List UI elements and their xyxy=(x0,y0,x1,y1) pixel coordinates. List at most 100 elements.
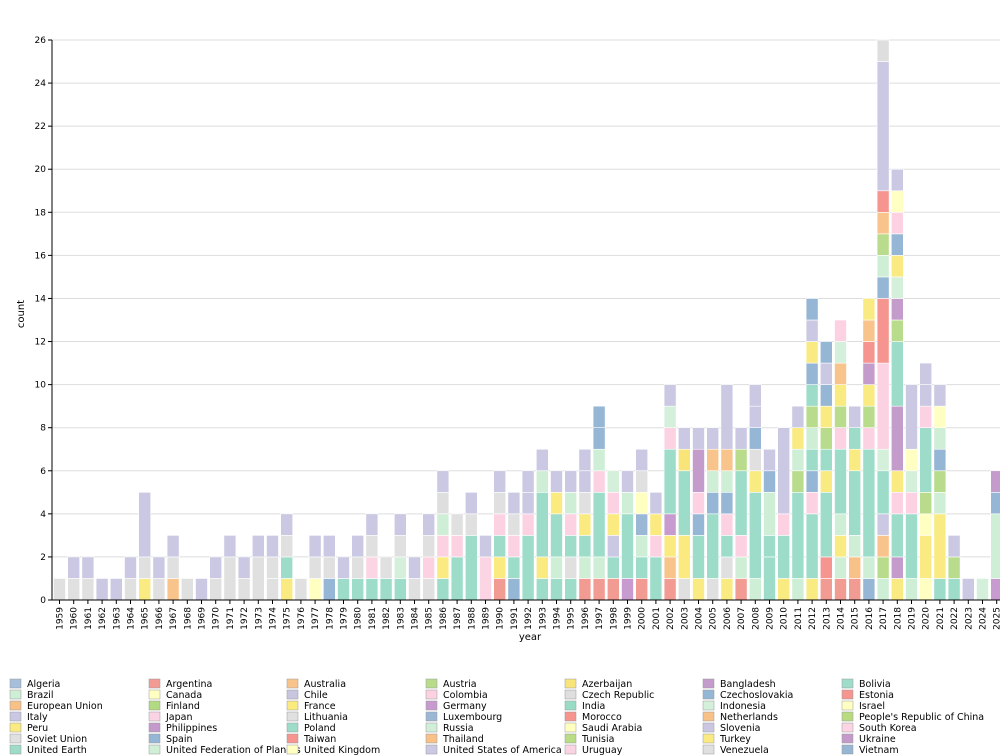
bar-segment xyxy=(692,427,705,450)
x-tick-label: 1999 xyxy=(624,607,634,630)
bar-segment xyxy=(110,578,123,601)
bar-segment xyxy=(436,578,450,601)
bar-segment xyxy=(379,556,393,579)
bar-segment xyxy=(124,578,137,601)
bar-segment xyxy=(550,578,563,601)
bar-segment xyxy=(606,578,620,601)
x-tick-label: 2004 xyxy=(695,607,705,630)
bar-segment xyxy=(422,556,436,579)
legend-swatch xyxy=(286,744,299,755)
bar-segment xyxy=(592,427,606,450)
bar-segment xyxy=(834,362,847,385)
bar-segment xyxy=(876,212,890,235)
legend-item: Philippines xyxy=(148,722,217,734)
bar-segment xyxy=(280,578,294,601)
x-tick-label: 2025 xyxy=(993,607,1000,630)
legend-label: Indonesia xyxy=(720,701,766,712)
legend-swatch xyxy=(702,700,715,711)
bar-segment xyxy=(337,578,350,601)
bar-segment xyxy=(692,535,705,579)
bar-segment xyxy=(805,427,819,450)
legend-label: Lithuania xyxy=(304,712,348,723)
legend-swatch xyxy=(286,689,299,700)
bar-segment xyxy=(819,427,833,450)
x-tick-label: 1993 xyxy=(538,607,548,630)
bar-segment xyxy=(791,470,805,493)
bar-segment xyxy=(919,384,933,407)
legend-swatch xyxy=(286,700,299,711)
bar-segment xyxy=(890,405,904,472)
bar-segment xyxy=(890,492,904,515)
bar-segment xyxy=(266,556,279,579)
x-tick-label: 2017 xyxy=(879,607,889,630)
bar-segment xyxy=(834,448,847,515)
bar-segment xyxy=(848,578,862,601)
legend-swatch xyxy=(841,733,854,744)
bar-segment xyxy=(677,427,691,450)
bar-segment xyxy=(990,492,1000,515)
x-tick-label: 1982 xyxy=(382,607,392,630)
bar-segment xyxy=(592,556,606,579)
bar-segment xyxy=(351,578,365,601)
bar-segment xyxy=(763,492,776,536)
bar-segment xyxy=(890,556,904,579)
bar-segment xyxy=(663,405,677,428)
bar-segment xyxy=(393,535,407,558)
bar-segment xyxy=(493,513,507,536)
bar-segment xyxy=(606,470,620,493)
bar-segment xyxy=(649,492,663,515)
legend-label: Colombia xyxy=(443,690,488,701)
bar-segment xyxy=(635,578,649,601)
bar-segment xyxy=(919,578,933,601)
bar-segment xyxy=(351,556,365,579)
bar-segment xyxy=(777,578,791,601)
legend-item: Morocco xyxy=(564,711,622,723)
bar-segment xyxy=(493,470,507,493)
bar-segment xyxy=(479,556,492,601)
x-tick-label: 2015 xyxy=(851,607,861,630)
bar-segment xyxy=(748,578,762,601)
bar-segment xyxy=(777,513,791,536)
bar-segment xyxy=(905,448,918,472)
bar-segment xyxy=(805,384,819,407)
bar-segment xyxy=(876,513,890,536)
bar-segment xyxy=(81,556,95,579)
bar-segment xyxy=(266,578,279,601)
legend-item: Italy xyxy=(9,711,48,723)
bar-segment xyxy=(720,535,734,558)
bar-segment xyxy=(819,578,833,601)
bar-segment xyxy=(706,578,720,601)
bar-segment xyxy=(819,405,833,428)
legend-label: United Federation of Planets xyxy=(166,745,301,755)
x-tick-label: 1972 xyxy=(240,607,250,630)
bar-segment xyxy=(876,233,890,256)
legend-swatch xyxy=(9,700,22,711)
legend-item: France xyxy=(286,700,336,712)
x-tick-label: 2001 xyxy=(652,607,662,630)
bar-segment xyxy=(635,448,649,472)
legend-label: Israel xyxy=(859,701,885,712)
legend-item: Ukraine xyxy=(841,733,896,745)
bar-segment xyxy=(734,470,748,536)
legend-label: Italy xyxy=(27,712,48,723)
bar-segment xyxy=(436,470,450,493)
bar-segment xyxy=(876,578,890,601)
bar-segment xyxy=(862,362,876,385)
legend-swatch xyxy=(425,711,438,722)
legend-swatch xyxy=(148,700,161,711)
bar-segment xyxy=(706,470,720,493)
bar-segment xyxy=(805,341,819,364)
legend-item: Saudi Arabia xyxy=(564,722,642,734)
bar-segment xyxy=(550,513,563,558)
legend-label: United States of America xyxy=(443,745,562,755)
x-tick-label: 1984 xyxy=(411,607,421,630)
legend-item: Poland xyxy=(286,722,336,734)
x-tick-label: 1980 xyxy=(354,607,364,630)
bar-segment xyxy=(592,492,606,558)
bar-segment xyxy=(578,448,592,472)
x-tick-label: 2019 xyxy=(908,607,918,630)
bar-segment xyxy=(507,513,521,536)
legend-swatch xyxy=(702,722,715,733)
legend-item: Russia xyxy=(425,722,474,734)
legend-swatch xyxy=(702,711,715,722)
